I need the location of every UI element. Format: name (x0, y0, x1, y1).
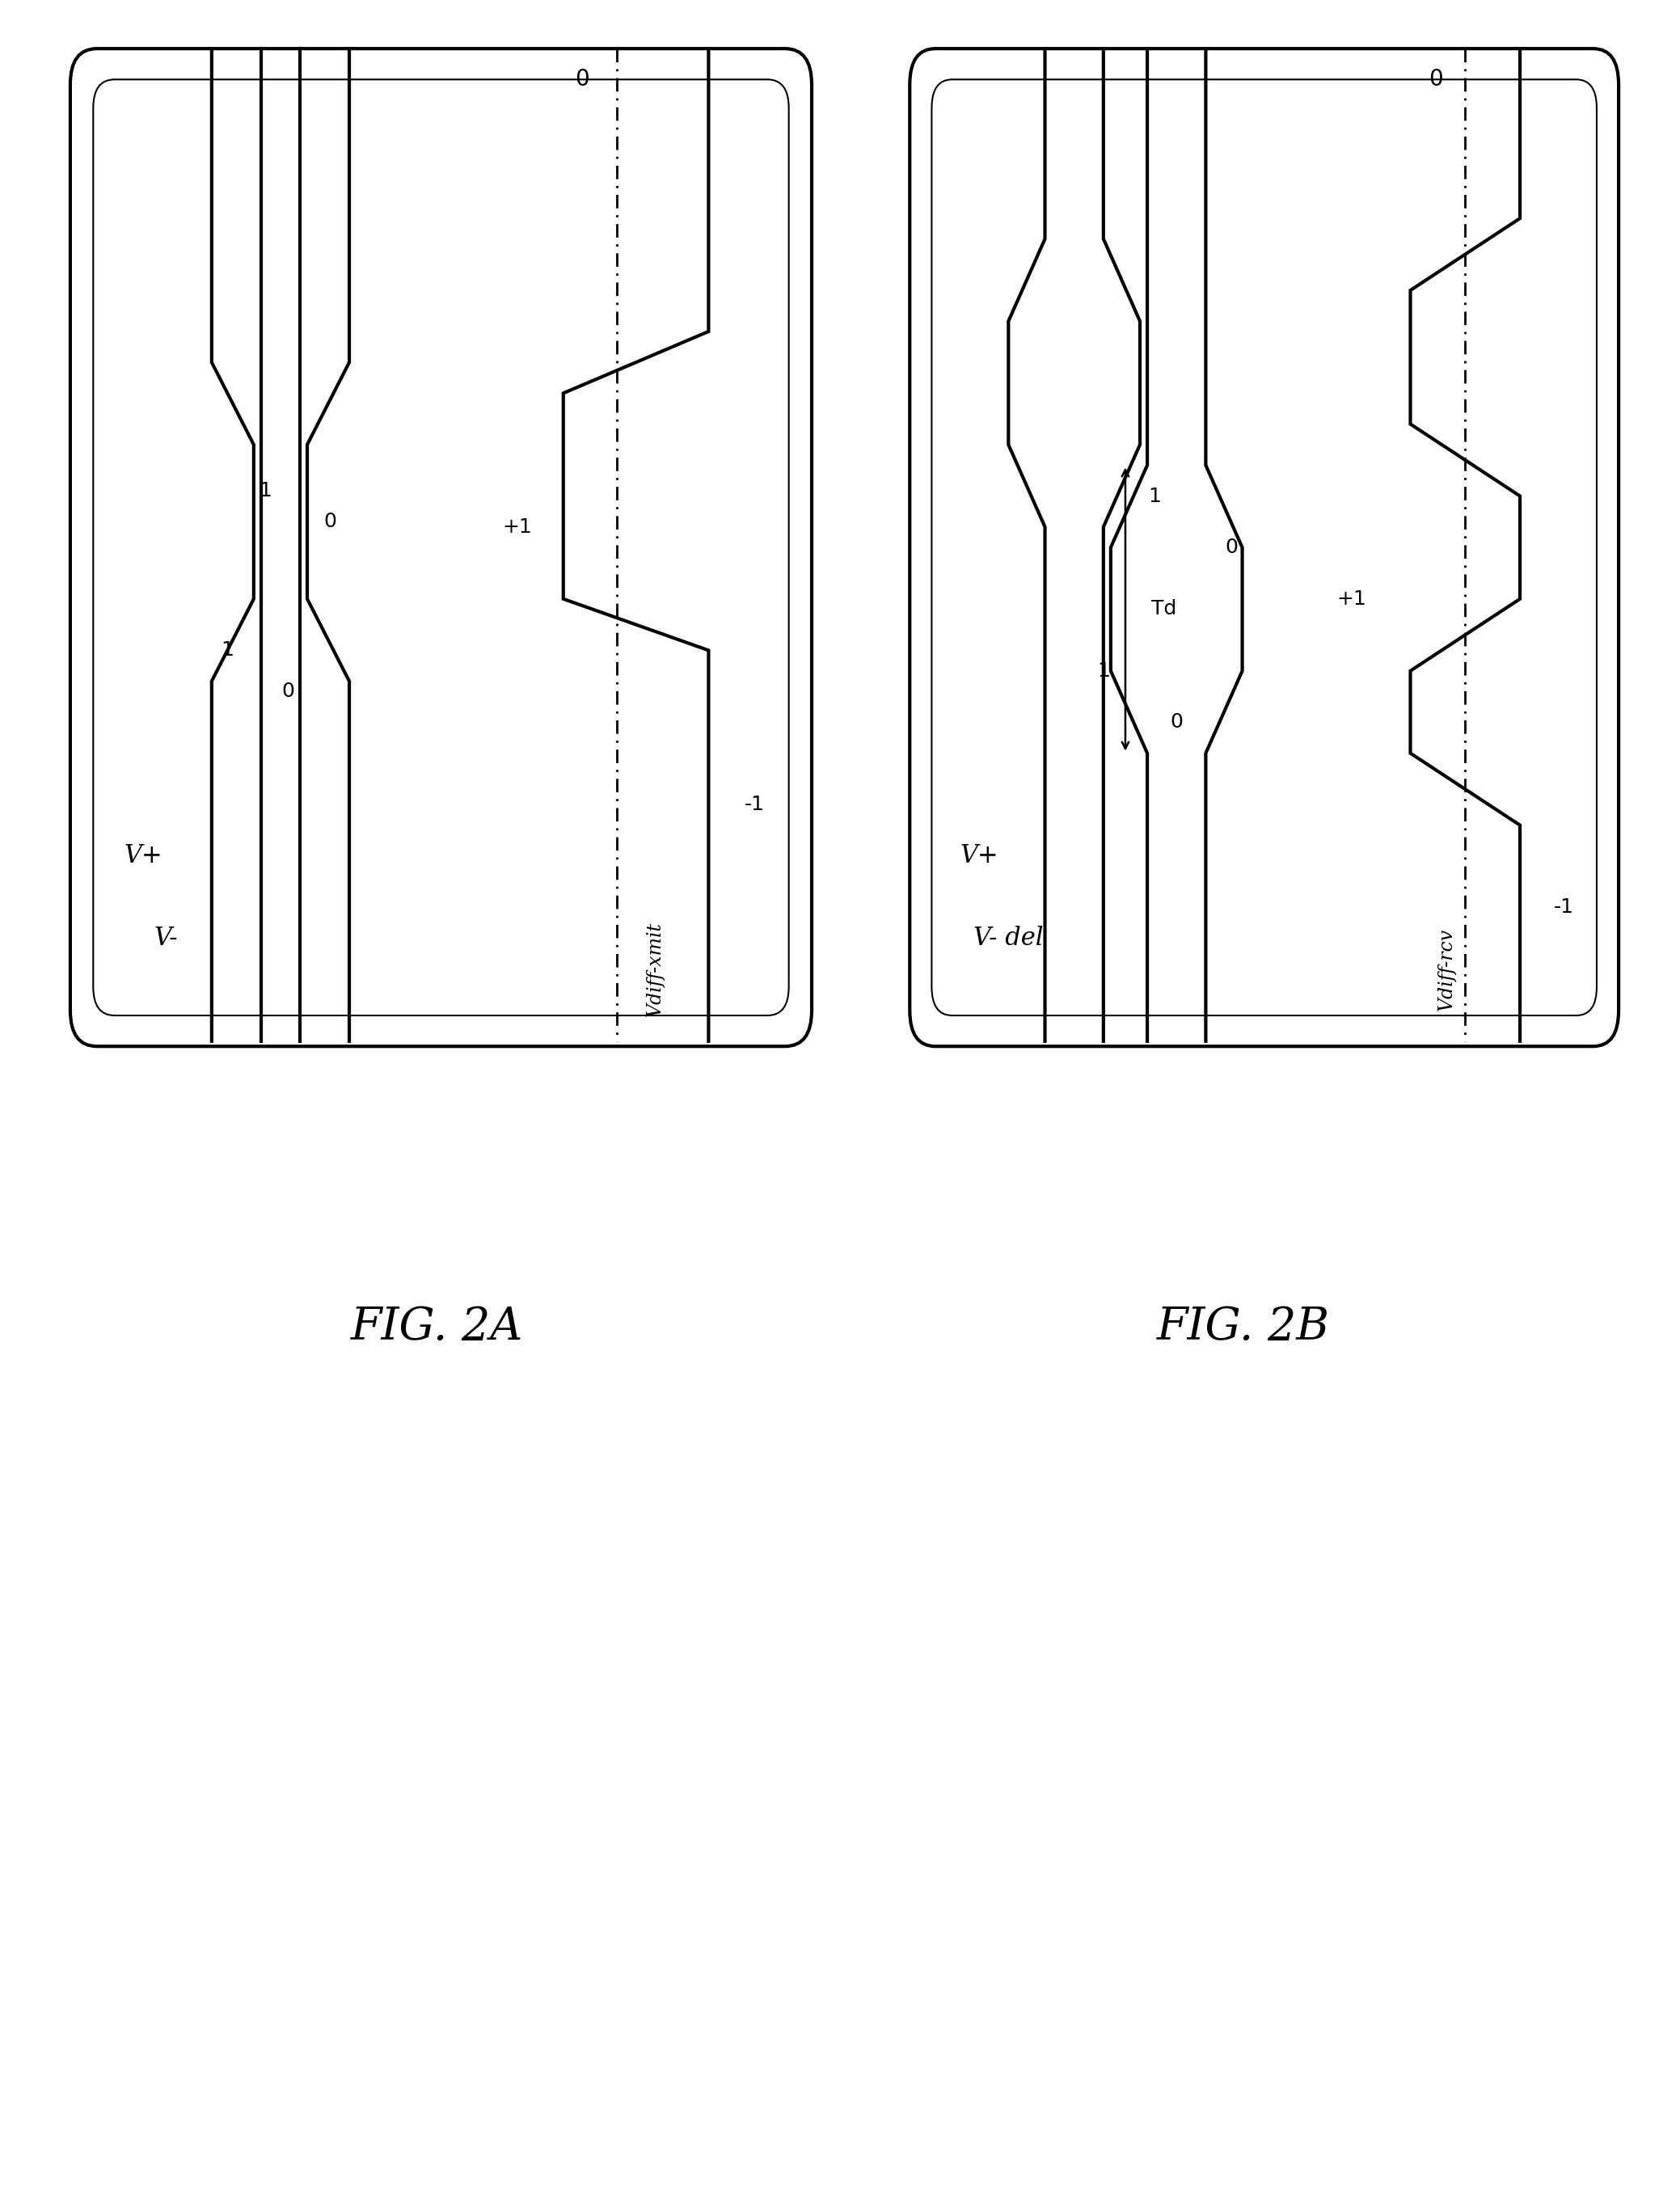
Text: 1: 1 (259, 482, 272, 500)
Text: -1: -1 (1554, 898, 1574, 918)
FancyBboxPatch shape (71, 49, 811, 1046)
Text: -1: -1 (744, 794, 764, 814)
Text: 0: 0 (1428, 69, 1443, 91)
Text: Vdiff-xmit: Vdiff-xmit (645, 922, 664, 1018)
Text: 0: 0 (282, 681, 294, 701)
Text: 0: 0 (1169, 712, 1183, 732)
Text: +1: +1 (1337, 588, 1368, 608)
Text: 0: 0 (575, 69, 590, 91)
Text: FIG. 2B: FIG. 2B (1158, 1305, 1329, 1349)
Text: 0: 0 (324, 511, 336, 531)
Text: FIG. 2A: FIG. 2A (351, 1305, 522, 1349)
Text: 1: 1 (1147, 487, 1161, 507)
Text: 1: 1 (1097, 661, 1110, 681)
Text: 0: 0 (1225, 538, 1238, 557)
Text: Td: Td (1151, 599, 1176, 619)
Text: V+: V+ (959, 843, 998, 869)
Text: V-: V- (155, 927, 178, 951)
Text: V- del: V- del (973, 927, 1043, 951)
Text: V+: V+ (124, 843, 161, 869)
Text: +1: +1 (502, 518, 533, 538)
Text: 1: 1 (220, 641, 234, 659)
FancyBboxPatch shape (911, 49, 1618, 1046)
Text: Vdiff-rcv: Vdiff-rcv (1438, 927, 1457, 1011)
